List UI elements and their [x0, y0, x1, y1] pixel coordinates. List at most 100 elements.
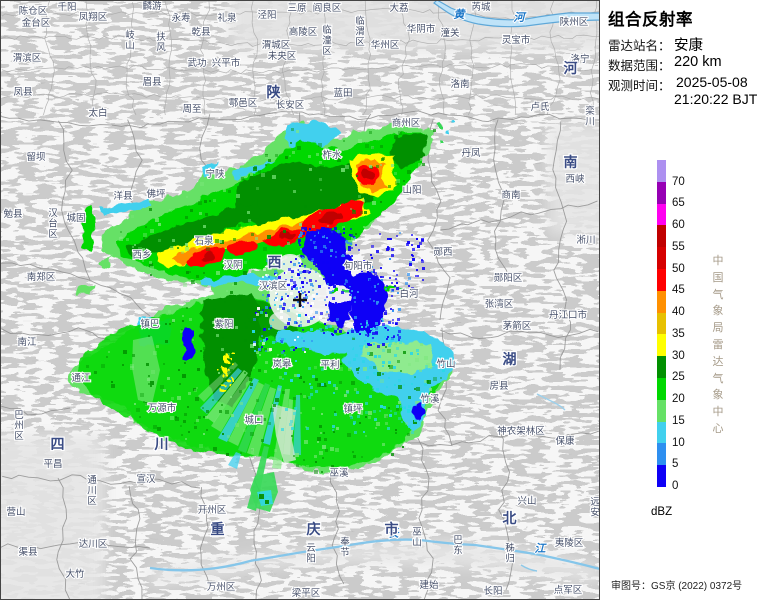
svg-text:奉节: 奉节	[340, 536, 350, 559]
svg-text:宣汉: 宣汉	[136, 473, 156, 485]
svg-text:华州区: 华州区	[371, 39, 400, 51]
svg-text:保康: 保康	[555, 435, 575, 447]
svg-text:三原: 三原	[287, 3, 306, 14]
svg-text:建始: 建始	[419, 579, 439, 591]
svg-text:市: 市	[385, 521, 400, 537]
svg-text:丹江口市: 丹江口市	[549, 309, 588, 321]
svg-text:郧西: 郧西	[433, 247, 452, 258]
svg-text:周至: 周至	[182, 104, 201, 115]
svg-text:茅箭区: 茅箭区	[503, 320, 532, 332]
svg-text:山阳: 山阳	[402, 185, 421, 196]
svg-text:神农架林区: 神农架林区	[497, 425, 545, 437]
svg-text:渠县: 渠县	[18, 546, 37, 558]
svg-text:湖: 湖	[503, 351, 518, 367]
svg-text:泾阳: 泾阳	[257, 9, 276, 21]
svg-text:陕州区: 陕州区	[560, 16, 589, 28]
svg-text:南郑区: 南郑区	[27, 271, 56, 283]
svg-text:临渭区: 临渭区	[355, 15, 365, 48]
svg-text:北: 北	[503, 510, 518, 526]
svg-text:重: 重	[211, 521, 226, 537]
svg-text:高陵区: 高陵区	[289, 26, 318, 38]
svg-text:长阳: 长阳	[483, 585, 502, 597]
svg-text:城口: 城口	[244, 415, 263, 426]
svg-text:万州区: 万州区	[207, 582, 236, 593]
svg-text:西峡: 西峡	[565, 173, 585, 185]
svg-text:汉台区: 汉台区	[48, 208, 58, 240]
svg-text:万源市: 万源市	[148, 402, 177, 414]
svg-text:洛宁: 洛宁	[570, 53, 589, 65]
svg-text:灵宝市: 灵宝市	[502, 34, 531, 46]
svg-text:永寿: 永寿	[171, 12, 190, 24]
svg-text:秭归: 秭归	[505, 542, 515, 565]
svg-text:麟游: 麟游	[142, 0, 162, 12]
svg-text:兴山: 兴山	[517, 496, 536, 507]
svg-text:潼关: 潼关	[440, 27, 460, 39]
svg-text:汉阴: 汉阴	[223, 260, 242, 271]
svg-text:川: 川	[154, 436, 170, 452]
svg-text:城固: 城固	[66, 213, 85, 224]
svg-text:南: 南	[564, 154, 579, 170]
svg-text:阎良区: 阎良区	[313, 2, 342, 14]
svg-text:卢氏: 卢氏	[530, 101, 550, 113]
svg-text:扶风: 扶风	[156, 31, 166, 54]
svg-text:河: 河	[564, 60, 579, 76]
svg-text:云阳: 云阳	[306, 543, 316, 565]
svg-text:乾县: 乾县	[191, 26, 210, 38]
svg-text:陈仓区: 陈仓区	[19, 5, 48, 17]
svg-text:镇坪: 镇坪	[343, 403, 363, 415]
svg-text:巫山: 巫山	[412, 527, 422, 549]
svg-text:郧阳区: 郧阳区	[494, 273, 523, 284]
svg-text:紫阳: 紫阳	[214, 319, 233, 330]
svg-text:竹山: 竹山	[436, 358, 455, 370]
svg-text:兴平市: 兴平市	[212, 57, 241, 69]
svg-text:开州区: 开州区	[198, 505, 227, 516]
svg-text:汉滨区: 汉滨区	[259, 280, 288, 292]
svg-text:大荔: 大荔	[389, 2, 408, 14]
svg-text:洛南: 洛南	[450, 78, 469, 90]
svg-text:达川区: 达川区	[79, 538, 108, 550]
svg-text:千阳: 千阳	[57, 2, 76, 13]
svg-text:眉县: 眉县	[142, 77, 161, 88]
svg-text:临潼区: 临潼区	[322, 24, 332, 57]
svg-text:佛坪: 佛坪	[146, 188, 166, 200]
svg-text:石泉: 石泉	[194, 235, 214, 247]
svg-text:张湾区: 张湾区	[485, 298, 514, 310]
svg-text:柞水: 柞水	[322, 149, 342, 161]
svg-text:四: 四	[51, 436, 66, 452]
svg-text:平利: 平利	[320, 359, 339, 371]
svg-text:陕: 陕	[267, 84, 282, 100]
svg-text:凤县: 凤县	[13, 87, 32, 98]
svg-text:远安: 远安	[590, 497, 600, 519]
svg-text:长安区: 长安区	[276, 99, 305, 111]
svg-text:宁陕: 宁陕	[205, 168, 225, 180]
svg-text:西乡: 西乡	[132, 250, 151, 261]
svg-text:芮城: 芮城	[471, 1, 491, 13]
svg-text:淅川: 淅川	[576, 234, 595, 246]
svg-text:平昌: 平昌	[43, 459, 62, 470]
svg-text:大竹: 大竹	[65, 568, 85, 580]
svg-text:梁平区: 梁平区	[292, 587, 321, 599]
svg-text:鄠邑区: 鄠邑区	[229, 98, 258, 109]
svg-text:房县: 房县	[489, 380, 508, 392]
svg-text:渭城区: 渭城区	[262, 40, 291, 51]
svg-text:镇巴: 镇巴	[140, 318, 159, 330]
svg-text:黄: 黄	[454, 8, 467, 21]
svg-text:礼泉: 礼泉	[217, 12, 237, 24]
svg-text:点军区: 点军区	[554, 585, 583, 596]
svg-text:丹凤: 丹凤	[461, 148, 481, 159]
svg-text:华阴市: 华阴市	[407, 23, 436, 35]
svg-text:渭滨区: 渭滨区	[13, 52, 42, 64]
svg-text:栾川: 栾川	[585, 105, 595, 128]
svg-text:岐山: 岐山	[125, 29, 135, 52]
svg-text:凤翔区: 凤翔区	[79, 11, 108, 23]
svg-text:竹溪: 竹溪	[420, 393, 440, 405]
svg-text:商南: 商南	[501, 189, 520, 201]
svg-text:蓝田: 蓝田	[333, 87, 352, 99]
svg-text:长: 长	[388, 527, 400, 540]
svg-text:商州区: 商州区	[392, 117, 421, 129]
svg-text:西: 西	[268, 254, 283, 270]
svg-text:巴州区: 巴州区	[14, 410, 24, 442]
svg-text:白河: 白河	[399, 288, 419, 300]
svg-text:营山: 营山	[6, 506, 25, 518]
svg-text:留坝: 留坝	[26, 151, 46, 163]
